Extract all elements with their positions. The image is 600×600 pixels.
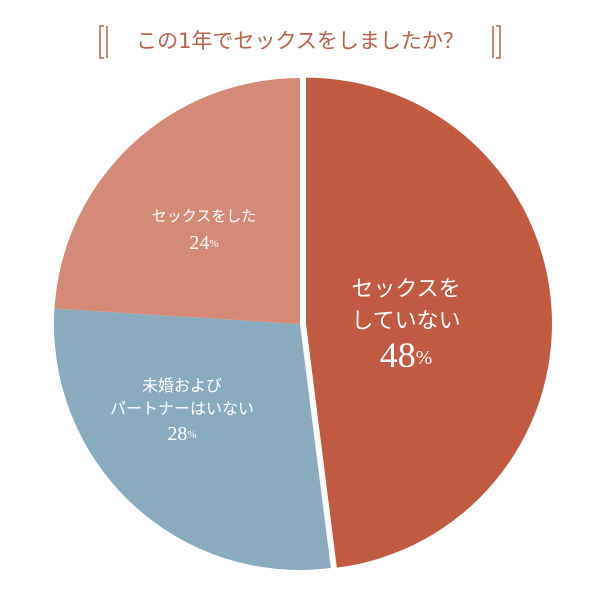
pie-slice	[54, 78, 300, 324]
value-unit: %	[209, 238, 218, 250]
value-label: 48%	[380, 335, 432, 375]
chart-title: この1年でセックスをしましたか？	[136, 29, 464, 53]
value-label: 28%	[167, 423, 196, 445]
pie-slice	[54, 308, 331, 571]
slice-category: 未婚およびパートナーはいない	[110, 376, 254, 418]
category-line: 未婚および	[142, 376, 222, 395]
category-line: セックスをした	[152, 207, 257, 225]
category-line: セックスを	[351, 277, 460, 302]
title-brackets	[99, 25, 501, 59]
value-number: 28	[167, 423, 187, 445]
value-number: 24	[189, 232, 209, 254]
category-line: していない	[351, 309, 460, 334]
slice-category: セックスをしていない	[351, 277, 460, 334]
value-unit: %	[416, 346, 432, 368]
pie	[54, 77, 552, 571]
value-number: 48	[380, 335, 416, 375]
value-unit: %	[187, 429, 196, 441]
slice-category: セックスをした	[152, 207, 257, 225]
value-label: 24%	[189, 232, 218, 254]
category-line: パートナーはいない	[110, 399, 254, 418]
pie-slice	[305, 77, 552, 568]
